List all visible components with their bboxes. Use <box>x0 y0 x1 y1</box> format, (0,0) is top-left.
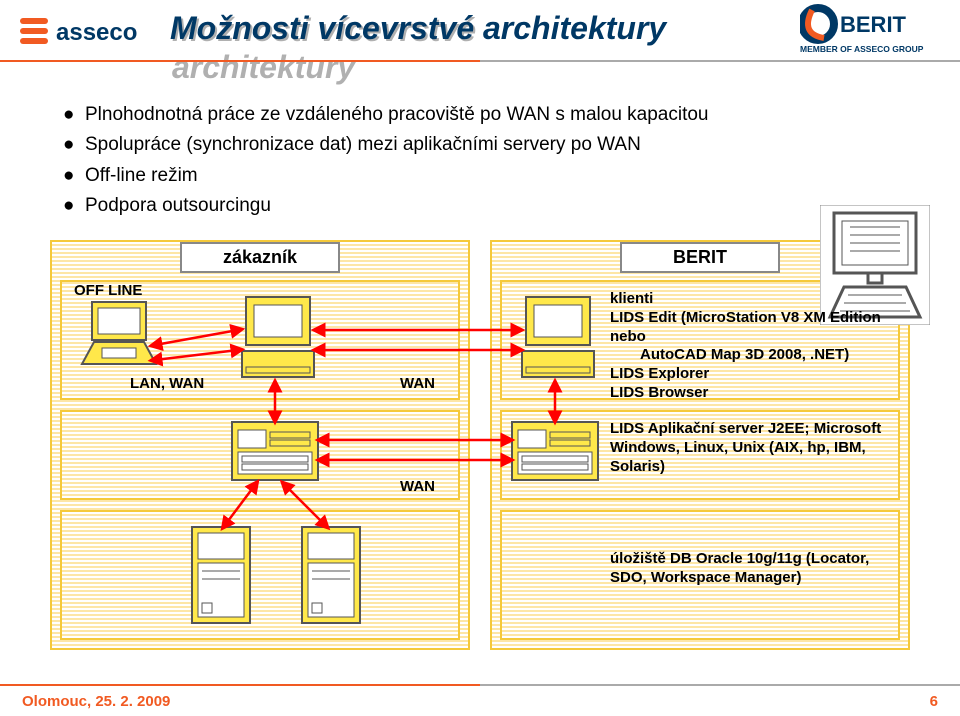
architecture-diagram: zákazník BERIT OFF LINE LAN, WAN <box>50 240 930 650</box>
footer-right: 6 <box>930 693 938 710</box>
bullet-item: Plnohodnotná práce ze vzdáleného pracovi… <box>85 100 709 130</box>
slide-header: asseco Možnosti vícevrstvé architektury … <box>0 0 960 62</box>
slide-footer: Olomouc, 25. 2. 2009 6 <box>0 686 960 716</box>
slide-title: Možnosti vícevrstvé architektury Možnost… <box>170 10 666 47</box>
diagram-arrows <box>50 240 930 650</box>
bullet-item: Off-line režim <box>85 161 709 191</box>
svg-text:MEMBER OF ASSECO GROUP: MEMBER OF ASSECO GROUP <box>800 44 924 54</box>
berit-logo: BERIT MEMBER OF ASSECO GROUP <box>800 4 940 61</box>
bullet-item: Podpora outsourcingu <box>85 191 709 221</box>
svg-text:BERIT: BERIT <box>840 12 907 37</box>
footer-left: Olomouc, 25. 2. 2009 <box>22 693 170 710</box>
bullet-list: Plnohodnotná práce ze vzdáleného pracovi… <box>85 100 709 222</box>
bullet-item: Spolupráce (synchronizace dat) mezi apli… <box>85 130 709 160</box>
asseco-logo-text: asseco <box>56 19 137 46</box>
asseco-logo: asseco <box>20 14 160 53</box>
header-rule <box>0 60 960 62</box>
